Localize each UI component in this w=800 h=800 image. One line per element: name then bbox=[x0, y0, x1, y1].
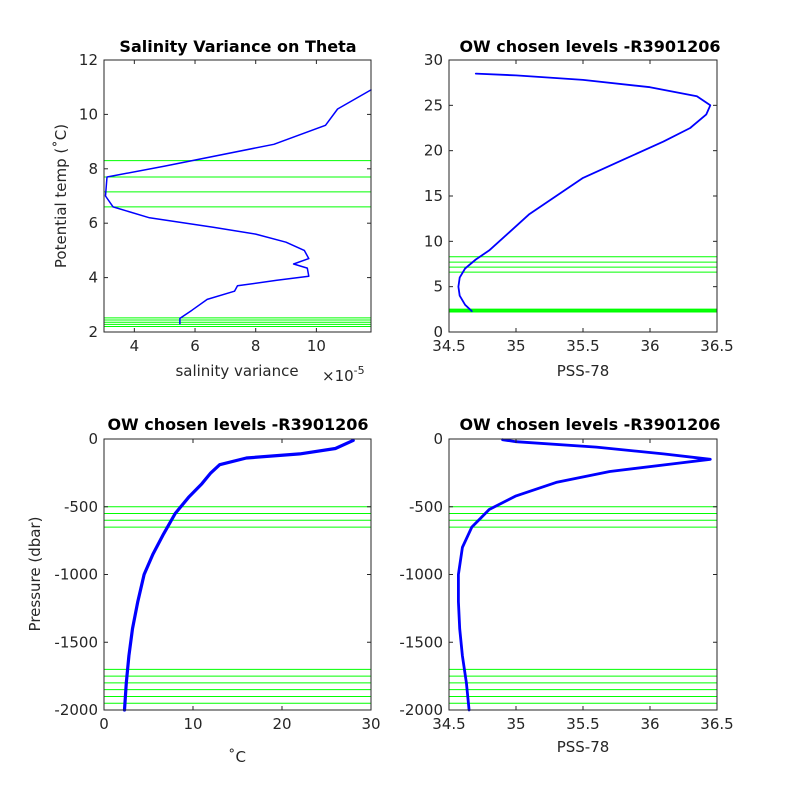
panel-1-x-label: salinity variance bbox=[175, 362, 298, 380]
x-tick-label-4: 36 bbox=[640, 337, 659, 355]
y-tick-label-4: 8 bbox=[88, 160, 98, 178]
y-tick-label-6: 25 bbox=[424, 96, 443, 114]
y-tick-label-5: 0 bbox=[88, 430, 98, 448]
panel-3-y-label: Pressure (dbar) bbox=[26, 517, 44, 632]
panel-salinity-theta: OW chosen levels -R3901206 34.5 35 35.5 36 3… bbox=[424, 37, 734, 380]
y-tick-label-5: 20 bbox=[424, 142, 443, 160]
y-tick-label-4: 15 bbox=[424, 187, 443, 205]
y-tick-label-2: 4 bbox=[88, 269, 98, 287]
x-tick-label-4: 30 bbox=[361, 715, 380, 733]
panel-4-y-ticks: -2000 -1500 -1000 -500 0 bbox=[399, 430, 717, 719]
profile-line-1 bbox=[457, 72, 712, 312]
y-tick-label-5: 10 bbox=[79, 105, 98, 123]
panel-1-x-exponent-base: ×10 bbox=[322, 367, 354, 385]
y-tick-label-3: 10 bbox=[424, 232, 443, 250]
panel-4-level-lines bbox=[449, 506, 717, 704]
x-tick-label-1: 34.5 bbox=[432, 715, 465, 733]
panel-4-x-label: PSS-78 bbox=[557, 738, 610, 756]
panel-1-x-exponent-power: -5 bbox=[354, 364, 365, 377]
x-tick-label-3: 20 bbox=[272, 715, 291, 733]
panel-salinity-variance: Salinity Variance on Theta 4 6 8 10 2 4 6 8 10 1… bbox=[52, 37, 372, 385]
x-tick-label-4: 10 bbox=[307, 337, 326, 355]
y-tick-label-1: 0 bbox=[433, 323, 443, 341]
x-tick-label-1: 4 bbox=[130, 337, 140, 355]
y-tick-label-3: -1000 bbox=[399, 566, 443, 584]
x-tick-label-5: 36.5 bbox=[700, 715, 733, 733]
y-tick-label-5: 0 bbox=[433, 430, 443, 448]
y-tick-label-1: -2000 bbox=[399, 701, 443, 719]
panel-1-title: Salinity Variance on Theta bbox=[119, 37, 356, 56]
y-tick-label-1: 2 bbox=[88, 323, 98, 341]
panel-2-level-lines bbox=[449, 256, 717, 313]
panel-3-title: OW chosen levels -R3901206 bbox=[107, 415, 368, 434]
x-tick-label-2: 10 bbox=[183, 715, 202, 733]
panel-3-x-label: ˚C bbox=[228, 748, 246, 766]
x-tick-label-4: 36 bbox=[640, 715, 659, 733]
x-tick-label-2: 35 bbox=[506, 337, 525, 355]
y-tick-label-2: -1500 bbox=[399, 633, 443, 651]
panel-4-title: OW chosen levels -R3901206 bbox=[459, 415, 720, 434]
panel-1-y-label: Potential temp (˚C) bbox=[52, 124, 70, 268]
panel-2-axes-box bbox=[448, 59, 718, 333]
x-tick-label-1: 0 bbox=[99, 715, 109, 733]
y-tick-label-6: 12 bbox=[79, 51, 98, 69]
panel-1-level-lines bbox=[104, 160, 371, 328]
profile-line-1 bbox=[457, 438, 712, 712]
panel-1-y-ticks: 2 4 6 8 10 12 bbox=[79, 51, 371, 341]
x-tick-label-3: 8 bbox=[251, 337, 261, 355]
y-tick-label-3: -1000 bbox=[54, 566, 98, 584]
panel-1-x-exponent: ×10-5 bbox=[322, 364, 365, 385]
panel-4-x-ticks: 34.5 35 35.5 36 36.5 bbox=[432, 439, 734, 733]
panel-2-series bbox=[457, 72, 712, 312]
y-tick-label-3: 6 bbox=[88, 214, 98, 232]
x-tick-label-2: 6 bbox=[190, 337, 200, 355]
profile-line-1 bbox=[104, 89, 372, 325]
x-tick-label-3: 35.5 bbox=[566, 337, 599, 355]
y-tick-label-2: 5 bbox=[433, 278, 443, 296]
panel-2-title: OW chosen levels -R3901206 bbox=[459, 37, 720, 56]
panel-2-y-ticks: 0 5 10 15 20 25 30 bbox=[424, 51, 717, 341]
panel-3-y-ticks: -2000 -1500 -1000 -500 0 bbox=[54, 430, 371, 719]
panel-2-x-ticks: 34.5 35 35.5 36 36.5 bbox=[432, 60, 734, 355]
profile-line-1 bbox=[122, 438, 355, 712]
x-tick-label-3: 35.5 bbox=[566, 715, 599, 733]
panel-salinity-pressure: OW chosen levels -R3901206 34.5 35 35.5 36 3… bbox=[399, 415, 733, 756]
y-tick-label-2: -1500 bbox=[54, 633, 98, 651]
panel-3-x-ticks: 0 10 20 30 bbox=[99, 439, 381, 733]
y-tick-label-7: 30 bbox=[424, 51, 443, 69]
y-tick-label-1: -2000 bbox=[54, 701, 98, 719]
panel-1-series bbox=[104, 89, 372, 325]
panel-1-x-ticks: 4 6 8 10 bbox=[130, 60, 326, 355]
panel-3-level-lines bbox=[104, 506, 371, 704]
x-tick-label-2: 35 bbox=[506, 715, 525, 733]
x-tick-label-5: 36.5 bbox=[700, 337, 733, 355]
x-tick-label-1: 34.5 bbox=[432, 337, 465, 355]
panel-temperature-pressure: OW chosen levels -R3901206 0 10 20 30 -2000… bbox=[26, 415, 381, 766]
panel-4-series bbox=[457, 438, 712, 712]
y-tick-label-4: -500 bbox=[409, 498, 443, 516]
panel-1-axes-box bbox=[103, 59, 372, 333]
y-tick-label-4: -500 bbox=[64, 498, 98, 516]
panel-2-x-label: PSS-78 bbox=[557, 362, 610, 380]
panel-3-series bbox=[122, 438, 355, 712]
